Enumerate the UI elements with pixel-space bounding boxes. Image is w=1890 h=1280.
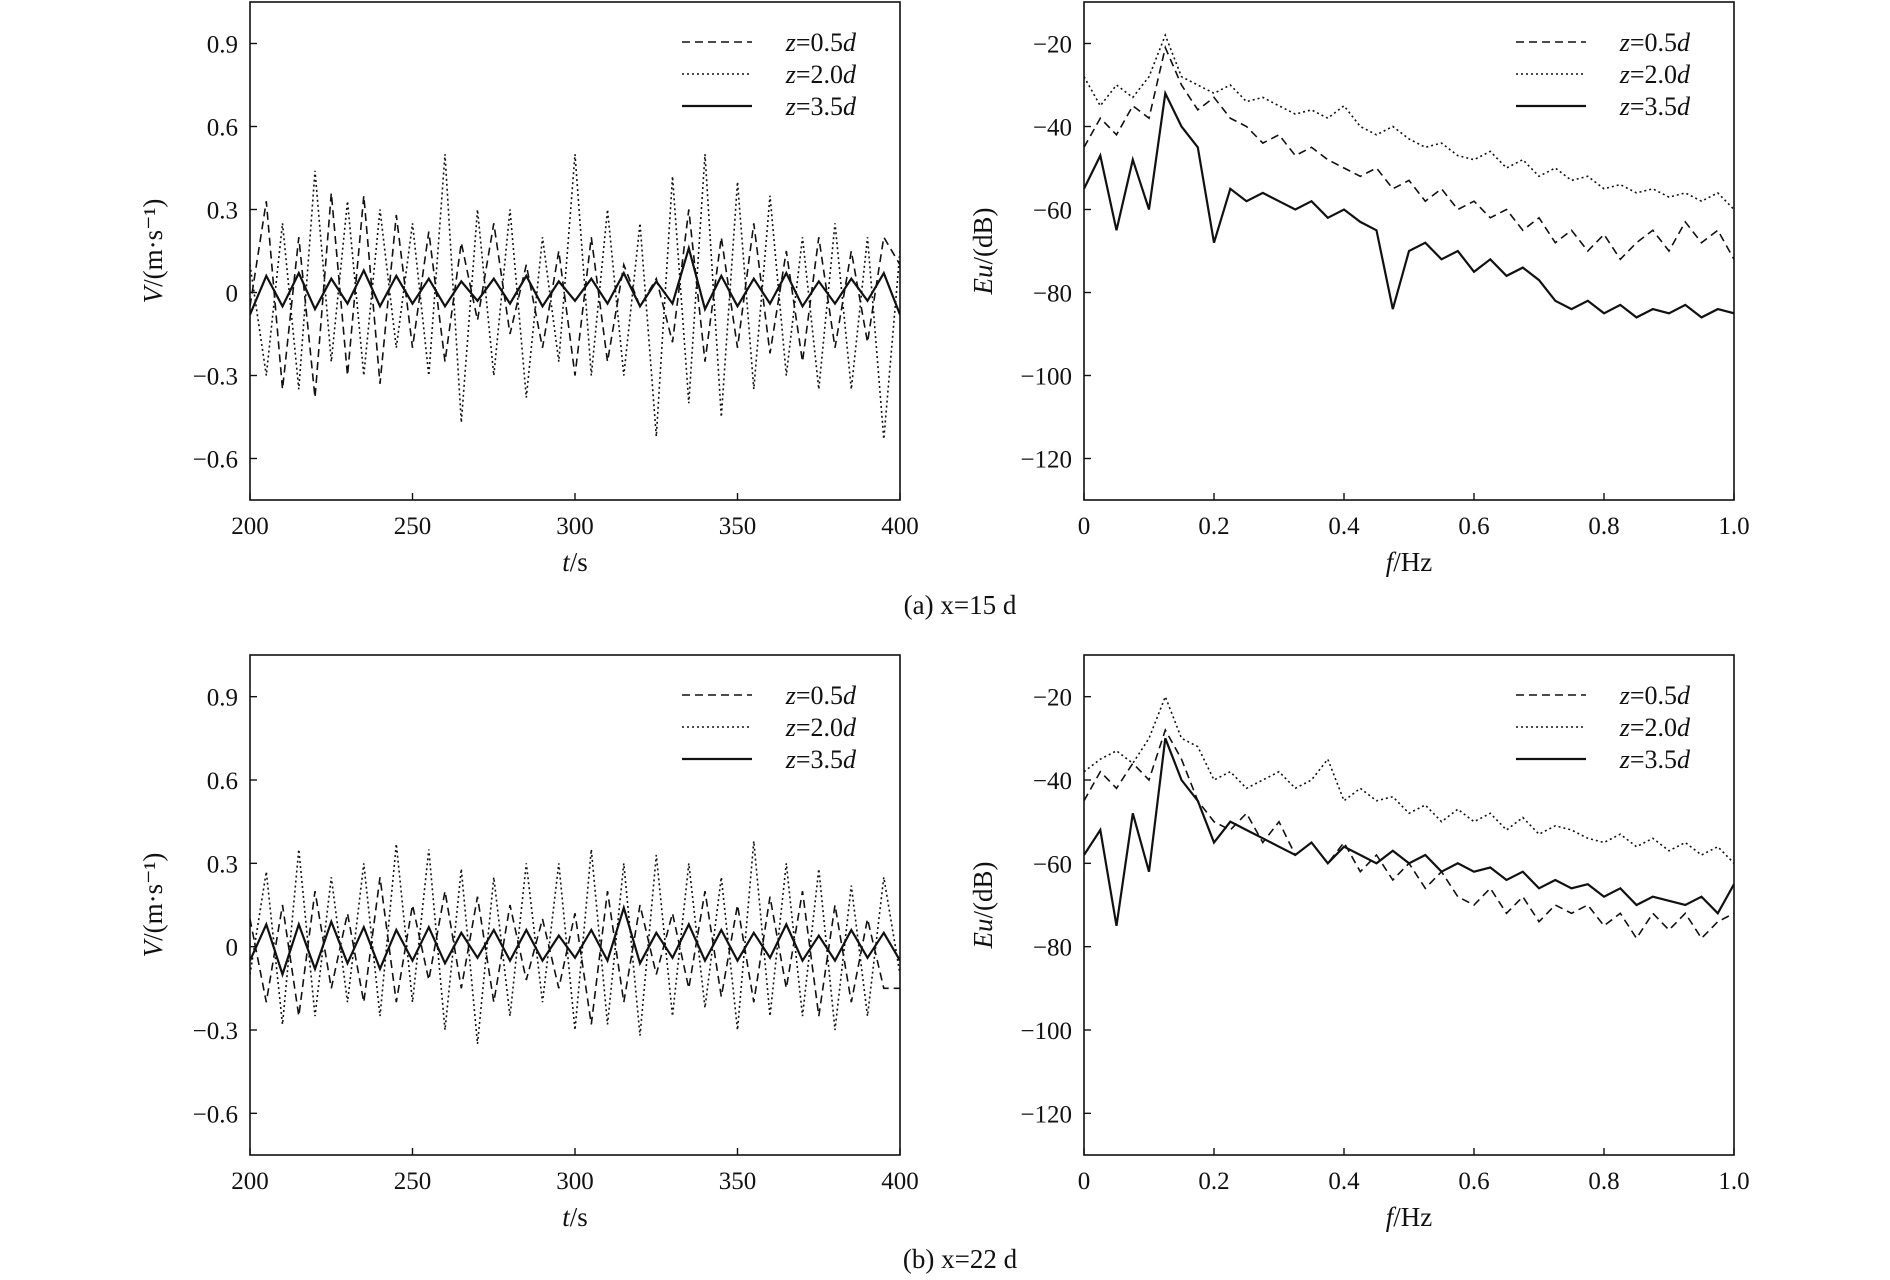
y-tick-label: 0 [226,935,239,962]
y-axis-label: V/(m·s⁻¹) [138,199,168,304]
series-line-2 [250,154,900,440]
legend-label: z=0.5d [785,28,857,57]
chart-a-left: 200 250 300 350 400 −0.6 −0.3 0 0.3 0.6 0.9 t/s V/(m… [138,1,919,577]
y-tick-label: −60 [1033,198,1072,225]
y-tick-label: −120 [1020,1101,1072,1128]
legend-label: z=0.5d [1619,681,1691,710]
y-tick-label: −0.3 [193,1018,238,1045]
x-tick-label: 300 [556,513,594,540]
chart-b-left: 200 250 300 350 400 −0.6 −0.3 0 0.3 0.6 0.9 t/s V/(m… [138,654,919,1232]
y-tick-label: −0.3 [193,364,238,391]
chart-a-right: 0 0.2 0.4 0.6 0.8 1.0 −120 −100 −80 −60 −40 −20 f/Hz… [968,1,1750,577]
x-tick-label: 0 [1078,1168,1091,1195]
x-axis-label: f/Hz [1386,547,1433,577]
x-tick-label: 250 [394,513,432,540]
x-tick-label: 0 [1078,513,1091,540]
x-tick-label: 1.0 [1718,1168,1749,1195]
y-tick-label: 0.9 [207,685,238,712]
series-line-2 [1084,694,1734,864]
legend-label: z=3.5d [785,92,857,121]
legend-label: z=2.0d [1619,60,1691,89]
series-line-3 [250,903,900,978]
x-tick-label: 400 [881,513,919,540]
plot-frame [1083,654,1735,1156]
y-tick-label: −80 [1033,935,1072,962]
y-tick-label: 0.6 [207,115,238,142]
series-line-3 [1084,737,1734,926]
y-tick-label: −40 [1033,768,1072,795]
x-tick-label: 350 [719,1168,757,1195]
legend-label: z=3.5d [785,745,857,774]
x-tick-label: 250 [394,1168,432,1195]
y-tick-label: −20 [1033,32,1072,59]
x-tick-label: 0.2 [1198,1168,1229,1195]
y-tick-label: −20 [1033,685,1072,712]
legend-label: z=2.0d [785,60,857,89]
y-tick-label: 0.3 [207,851,238,878]
x-axis-label: f/Hz [1386,1202,1433,1232]
y-tick-label: 0.6 [207,768,238,795]
x-tick-label: 350 [719,513,757,540]
legend-label: z=2.0d [785,713,857,742]
series-line-1 [250,192,900,398]
series-line-1 [1084,45,1734,261]
x-tick-label: 300 [556,1168,594,1195]
legend-label: z=3.5d [1619,92,1691,121]
y-tick-label: −40 [1033,115,1072,142]
y-axis-label: Eu/(dB) [968,862,998,950]
plot-frame [1083,1,1735,501]
x-tick-label: 0.8 [1588,1168,1619,1195]
x-tick-label: 1.0 [1718,513,1749,540]
chart-b-right: 0 0.2 0.4 0.6 0.8 1.0 −120 −100 −80 −60 −40 −20 f/Hz… [968,654,1750,1232]
x-tick-label: 200 [231,1168,269,1195]
x-tick-label: 0.4 [1328,1168,1360,1195]
x-tick-label: 400 [881,1168,919,1195]
x-tick-label: 0.8 [1588,513,1619,540]
y-axis-label: V/(m·s⁻¹) [138,853,168,958]
series-line-3 [250,244,900,316]
x-tick-label: 0.2 [1198,513,1229,540]
y-tick-label: −60 [1033,851,1072,878]
y-tick-label: −0.6 [193,1101,238,1128]
legend-label: z=2.0d [1619,713,1691,742]
caption-b: (b) x=22 d [903,1244,1018,1274]
y-tick-label: −120 [1020,447,1072,474]
x-tick-label: 200 [231,513,269,540]
x-tick-label: 0.4 [1328,513,1360,540]
legend-label: z=0.5d [785,681,857,710]
series-line-3 [1084,89,1734,319]
y-tick-label: 0 [226,281,239,308]
series-line-1 [250,877,900,1025]
y-tick-label: 0.9 [207,32,238,59]
y-tick-label: −100 [1020,364,1072,391]
y-tick-label: 0.3 [207,198,238,225]
caption-a: (a) x=15 d [904,590,1017,620]
x-tick-label: 0.6 [1458,513,1489,540]
x-axis-label: t/s [562,547,588,577]
y-axis-label: Eu/(dB) [968,208,998,296]
legend-label: z=3.5d [1619,745,1691,774]
x-tick-label: 0.6 [1458,1168,1489,1195]
series-line-2 [1084,33,1734,211]
y-tick-label: −80 [1033,281,1072,308]
y-tick-label: −100 [1020,1018,1072,1045]
legend-label: z=0.5d [1619,28,1691,57]
x-axis-label: t/s [562,1202,588,1232]
y-tick-label: −0.6 [193,447,238,474]
